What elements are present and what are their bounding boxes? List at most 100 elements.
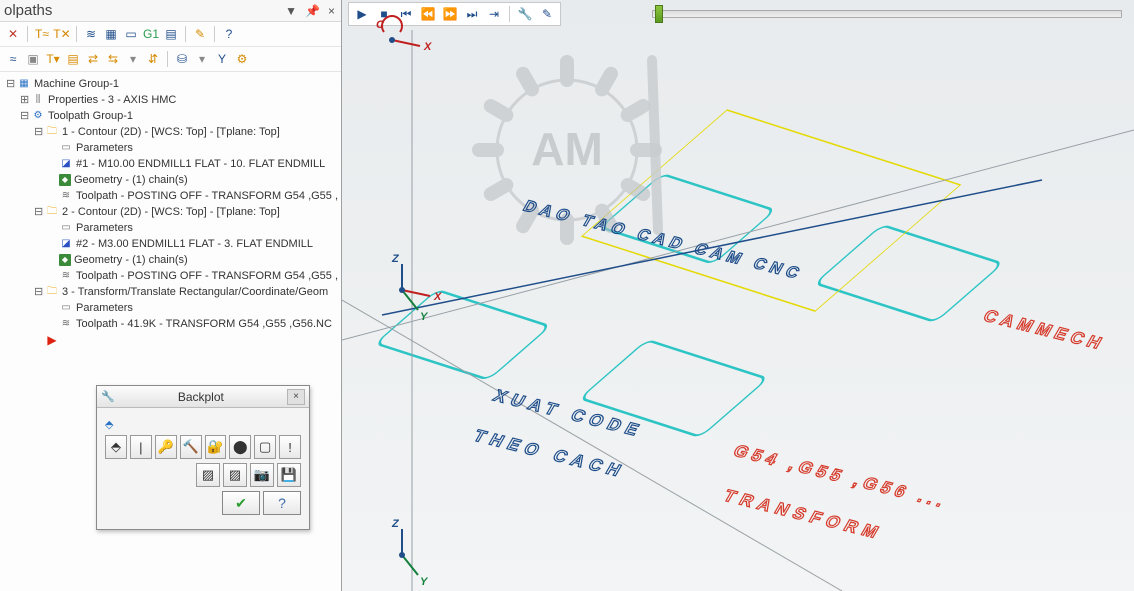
toolbar1-btn-9[interactable]: ▤: [162, 25, 180, 43]
toolbar1-btn-5[interactable]: ≋: [82, 25, 100, 43]
tree-icon: ▭: [59, 301, 73, 315]
tree-label: #1 - M10.00 ENDMILL1 FLAT - 10. FLAT END…: [76, 156, 325, 172]
tree-row-6[interactable]: ◆Geometry - (1) chain(s): [2, 172, 339, 188]
toolbar2-btn-6[interactable]: ▾: [124, 50, 142, 68]
tree-icon: ⚙: [31, 109, 45, 123]
tree-row-1[interactable]: ⊞⫼Properties - 3 - AXIS HMC: [2, 92, 339, 108]
toolbar1-btn-6[interactable]: ▦: [102, 25, 120, 43]
backplot-icon: 🔧: [101, 390, 115, 403]
tree-icon: ◆: [59, 174, 71, 186]
tree-label: Toolpath - POSTING OFF - TRANSFORM G54 ,…: [76, 268, 338, 284]
bp-tool1-6[interactable]: ▢: [254, 435, 276, 459]
bp-tool2-0[interactable]: ▨: [196, 463, 220, 487]
bp-tool2-1[interactable]: ▨: [223, 463, 247, 487]
tree-row-10[interactable]: ◪#2 - M3.00 ENDMILL1 FLAT - 3. FLAT ENDM…: [2, 236, 339, 252]
tree-icon: ≋: [59, 269, 73, 283]
toolbar1-btn-0[interactable]: ✕: [4, 25, 22, 43]
bp-tool1-1[interactable]: |: [130, 435, 152, 459]
toolbar1-btn-2[interactable]: T≈: [33, 25, 51, 43]
backplot-window: 🔧 Backplot × ⬘ ⬘|🔑🔨🔐⬤▢! ▨▨📷💾 ✔ ?: [96, 385, 310, 530]
toolbar2-btn-12[interactable]: ⚙: [233, 50, 251, 68]
tree-row-12[interactable]: ≋Toolpath - POSTING OFF - TRANSFORM G54 …: [2, 268, 339, 284]
svg-text:X: X: [433, 291, 442, 303]
tree-icon: ▦: [17, 77, 31, 91]
tree-row-9[interactable]: ▭Parameters: [2, 220, 339, 236]
toolbar-1: ✕ T≈T✕ ≋▦▭G1▤ ✎?: [0, 22, 341, 47]
panel-header: olpaths ▼ 📌 ×: [0, 0, 341, 22]
svg-text:Z: Z: [391, 518, 400, 530]
tree-row-7[interactable]: ≋Toolpath - POSTING OFF - TRANSFORM G54 …: [2, 188, 339, 204]
tree-row-3[interactable]: ⊟🗀1 - Contour (2D) - [WCS: Top] - [Tplan…: [2, 124, 339, 140]
tree-icon: ≋: [59, 189, 73, 203]
close-icon[interactable]: ×: [287, 389, 305, 405]
tree-label: Geometry - (1) chain(s): [74, 252, 188, 268]
tree-row-4[interactable]: ▭Parameters: [2, 140, 339, 156]
toolbar2-btn-1[interactable]: ▣: [24, 50, 42, 68]
bp-tool1-0[interactable]: ⬘: [105, 435, 127, 459]
tree-row-15[interactable]: ≋Toolpath - 41.9K - TRANSFORM G54 ,G55 ,…: [2, 316, 339, 332]
toolbar2-btn-4[interactable]: ⇄: [84, 50, 102, 68]
backplot-titlebar[interactable]: 🔧 Backplot ×: [97, 386, 309, 408]
bp-tool1-3[interactable]: 🔨: [180, 435, 202, 459]
tree-icon: ◪: [59, 157, 73, 171]
bp-tool2-3[interactable]: 💾: [277, 463, 301, 487]
tree-row-8[interactable]: ⊟🗀2 - Contour (2D) - [WCS: Top] - [Tplan…: [2, 204, 339, 220]
toolbar1-btn-3[interactable]: T✕: [53, 25, 71, 43]
tree-icon: ⫼: [31, 93, 45, 107]
tree-label: Toolpath Group-1: [48, 108, 133, 124]
bp-tool2-2[interactable]: 📷: [250, 463, 274, 487]
toolbar1-btn-13[interactable]: ?: [220, 25, 238, 43]
tree-icon: 🗀: [45, 205, 59, 219]
tree-label: Parameters: [76, 220, 133, 236]
toolbar2-btn-11[interactable]: Y: [213, 50, 231, 68]
tree-icon: ≋: [59, 317, 73, 331]
svg-text:Y: Y: [420, 576, 429, 588]
svg-text:Z: Z: [391, 253, 400, 265]
ok-button[interactable]: ✔: [222, 491, 260, 515]
toolbar2-btn-7[interactable]: ⇵: [144, 50, 162, 68]
toolbar2-btn-5[interactable]: ⇆: [104, 50, 122, 68]
pin-icon[interactable]: 📌: [305, 4, 320, 18]
tree-label: Machine Group-1: [34, 76, 119, 92]
toolbar1-btn-8[interactable]: G1: [142, 25, 160, 43]
toolbar2-btn-3[interactable]: ▤: [64, 50, 82, 68]
tree-row-13[interactable]: ⊟🗀3 - Transform/Translate Rectangular/Co…: [2, 284, 339, 300]
backplot-tool-row-1: ⬘|🔑🔨🔐⬤▢!: [105, 435, 301, 459]
close-panel-icon[interactable]: ×: [328, 4, 335, 18]
tree-label: Toolpath - POSTING OFF - TRANSFORM G54 ,…: [76, 188, 338, 204]
toolbar2-btn-9[interactable]: ⛁: [173, 50, 191, 68]
tree-row-2[interactable]: ⊟⚙Toolpath Group-1: [2, 108, 339, 124]
tree-label: Properties - 3 - AXIS HMC: [48, 92, 176, 108]
toolbar2-btn-2[interactable]: T▾: [44, 50, 62, 68]
tree-label: 3 - Transform/Translate Rectangular/Coor…: [62, 284, 328, 300]
dropdown-icon[interactable]: ▼: [285, 4, 297, 18]
backplot-expand[interactable]: ⬘: [105, 418, 301, 431]
tree-row-11[interactable]: ◆Geometry - (1) chain(s): [2, 252, 339, 268]
tree-row-5[interactable]: ◪#1 - M10.00 ENDMILL1 FLAT - 10. FLAT EN…: [2, 156, 339, 172]
viewport-3d[interactable]: ▶■⏮⏪⏩⏭⇥🔧✎ AMDAO TAO CAD CAM CNCCAMMECHXU…: [342, 0, 1134, 591]
toolbar1-btn-11[interactable]: ✎: [191, 25, 209, 43]
toolbar1-btn-7[interactable]: ▭: [122, 25, 140, 43]
tree-label: #2 - M3.00 ENDMILL1 FLAT - 3. FLAT ENDMI…: [76, 236, 313, 252]
tree-icon: ▭: [59, 221, 73, 235]
tree-row-14[interactable]: ▭Parameters: [2, 300, 339, 316]
tree-row-0[interactable]: ⊟▦Machine Group-1: [2, 76, 339, 92]
bp-tool1-7[interactable]: !: [279, 435, 301, 459]
tree-icon: ▶: [45, 333, 59, 347]
tree-icon: 🗀: [45, 125, 59, 139]
svg-text:C: C: [376, 19, 385, 31]
tree-label: 1 - Contour (2D) - [WCS: Top] - [Tplane:…: [62, 124, 280, 140]
help-button[interactable]: ?: [263, 491, 301, 515]
bp-tool1-5[interactable]: ⬤: [229, 435, 251, 459]
bp-tool1-4[interactable]: 🔐: [205, 435, 227, 459]
backplot-title: Backplot: [115, 390, 287, 404]
tree-row-16[interactable]: ▶: [2, 332, 339, 348]
toolbar2-btn-10[interactable]: ▾: [193, 50, 211, 68]
bp-tool1-2[interactable]: 🔑: [155, 435, 177, 459]
tree-icon: 🗀: [45, 285, 59, 299]
backplot-tool-row-2: ▨▨📷💾: [105, 463, 301, 487]
tree-label: 2 - Contour (2D) - [WCS: Top] - [Tplane:…: [62, 204, 280, 220]
tree-label: Geometry - (1) chain(s): [74, 172, 188, 188]
tree-label: Parameters: [76, 140, 133, 156]
toolbar2-btn-0[interactable]: ≈: [4, 50, 22, 68]
